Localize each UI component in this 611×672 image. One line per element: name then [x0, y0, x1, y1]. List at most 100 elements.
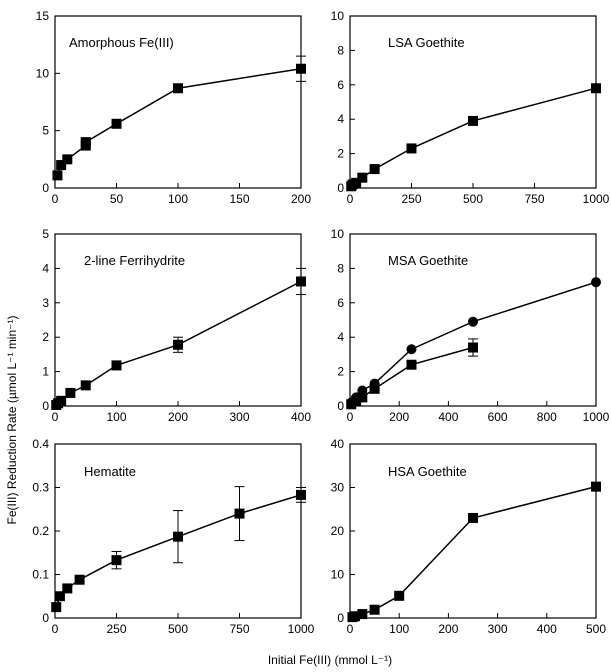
- data-point: [54, 591, 65, 602]
- x-tick-label: 300: [488, 622, 508, 636]
- series-line: [350, 346, 474, 405]
- y-tick-label: 5: [42, 227, 49, 241]
- panel-title: HSA Goethite: [388, 464, 467, 479]
- series-line: [350, 281, 597, 404]
- x-tick-label: 100: [389, 622, 409, 636]
- plot-frame: [349, 443, 597, 619]
- x-tick-label: 600: [488, 410, 508, 424]
- y-tick-label: 0: [337, 399, 344, 413]
- chart-panel: 0 250 500 750 1000 0 0.1 0.2 0.3 0.4 Hematite: [32, 437, 314, 636]
- y-tick-label: 0: [42, 181, 49, 195]
- x-tick-label: 0: [52, 622, 59, 636]
- data-point: [369, 383, 380, 394]
- x-axis-title: Initial Fe(III) (mmol L⁻¹): [268, 653, 392, 667]
- chart-panel: 0 200 400 600 800 1000 0 2 4 6 8 10 MSA Goethite: [331, 227, 610, 424]
- data-point: [80, 380, 91, 391]
- x-tick-label: 500: [586, 622, 606, 636]
- x-tick-label: 250: [401, 192, 421, 206]
- y-tick-label: 2: [337, 147, 344, 161]
- y-tick-label: 3: [42, 296, 49, 310]
- x-tick-label: 500: [168, 622, 188, 636]
- y-tick-label: 6: [337, 296, 344, 310]
- y-tick-label: 5: [42, 124, 49, 138]
- x-tick-label: 1000: [583, 410, 610, 424]
- x-tick-label: 200: [389, 410, 409, 424]
- data-point: [349, 611, 360, 622]
- y-tick-label: 0: [337, 611, 344, 625]
- chart-panel: 0 250 500 750 1000 0 2 4 6 8 10 LSA Goethite: [331, 9, 610, 206]
- x-tick-label: 300: [229, 410, 249, 424]
- y-axis-title: Fe(III) Reduction Rate (µmol L⁻¹ min⁻¹): [5, 316, 19, 525]
- x-tick-label: 0: [347, 192, 354, 206]
- data-point: [52, 170, 63, 181]
- y-tick-label: 0: [42, 399, 49, 413]
- y-tick-label: 1: [42, 365, 49, 379]
- data-point: [56, 395, 67, 406]
- y-tick-label: 30: [331, 481, 345, 495]
- y-tick-label: 8: [337, 261, 344, 275]
- panel-title: LSA Goethite: [388, 35, 465, 50]
- y-tick-label: 2: [337, 365, 344, 379]
- y-tick-label: 0.4: [32, 437, 49, 451]
- data-point: [591, 83, 601, 94]
- data-point: [591, 481, 601, 492]
- y-tick-label: 10: [36, 66, 50, 80]
- x-tick-label: 0: [347, 410, 354, 424]
- x-tick-label: 150: [229, 192, 249, 206]
- data-point: [351, 395, 362, 406]
- x-tick-label: 50: [110, 192, 124, 206]
- data-point: [394, 590, 405, 601]
- data-point: [406, 143, 417, 154]
- data-point: [111, 360, 122, 371]
- data-point: [62, 154, 73, 165]
- x-tick-label: 400: [438, 410, 458, 424]
- x-tick-label: 200: [168, 410, 188, 424]
- data-point: [111, 555, 122, 566]
- y-tick-label: 10: [331, 568, 345, 582]
- data-point: [357, 392, 368, 403]
- x-tick-label: 500: [463, 192, 483, 206]
- chart-panel: 0 100 200 300 400 500 0 10 20 30 40 HSA Goethite: [331, 437, 607, 636]
- x-tick-label: 750: [229, 622, 249, 636]
- x-tick-label: 0: [52, 410, 59, 424]
- plot-frame: [349, 233, 597, 407]
- panel-title: 2-line Ferrihydrite: [84, 253, 185, 268]
- x-tick-label: 750: [524, 192, 544, 206]
- panel-title: Hematite: [84, 464, 136, 479]
- data-point: [62, 583, 73, 594]
- series-line: [350, 87, 597, 187]
- data-point: [173, 83, 183, 94]
- data-point: [74, 574, 85, 585]
- y-tick-label: 15: [36, 9, 50, 23]
- y-tick-label: 0.3: [32, 481, 49, 495]
- data-point: [65, 387, 76, 398]
- data-point: [468, 342, 478, 353]
- data-point: [369, 164, 380, 175]
- data-point: [351, 177, 362, 188]
- data-point: [406, 359, 417, 370]
- y-tick-label: 4: [337, 112, 344, 126]
- x-tick-label: 800: [537, 410, 557, 424]
- y-tick-label: 40: [331, 437, 345, 451]
- x-tick-label: 200: [291, 192, 311, 206]
- x-tick-label: 250: [106, 622, 126, 636]
- x-tick-label: 0: [52, 192, 59, 206]
- data-point: [591, 277, 601, 288]
- data-point: [111, 118, 122, 129]
- data-point: [56, 160, 67, 171]
- y-tick-label: 4: [337, 330, 344, 344]
- y-tick-label: 10: [331, 227, 345, 241]
- data-point: [369, 604, 380, 615]
- panel-title: MSA Goethite: [388, 253, 468, 268]
- series-line: [352, 485, 597, 618]
- data-point: [80, 137, 91, 148]
- data-point: [173, 531, 183, 542]
- y-tick-label: 8: [337, 43, 344, 57]
- data-point: [173, 339, 183, 350]
- data-point: [357, 609, 368, 620]
- data-point: [296, 63, 306, 74]
- y-tick-label: 0: [337, 181, 344, 195]
- y-tick-label: 2: [42, 330, 49, 344]
- y-tick-label: 0.2: [32, 524, 49, 538]
- data-point: [468, 115, 478, 126]
